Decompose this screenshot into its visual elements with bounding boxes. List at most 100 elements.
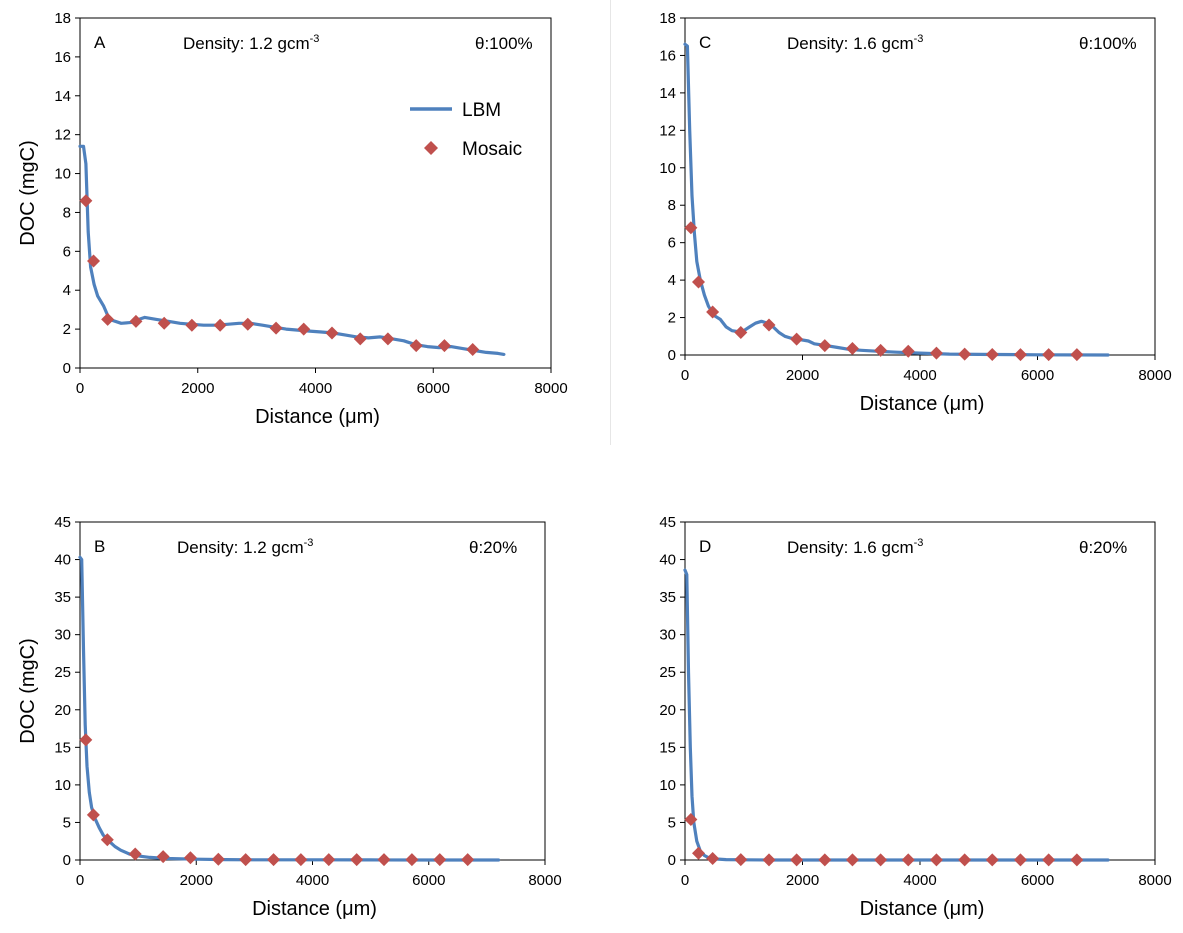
- series-point-mosaic: [706, 305, 720, 319]
- series-point-mosaic: [128, 847, 142, 861]
- x-tick-label: 2000: [181, 380, 214, 397]
- y-tick-label: 0: [668, 347, 676, 364]
- series-point-mosaic: [692, 846, 706, 860]
- x-tick-label: 6000: [1021, 367, 1054, 384]
- theta-label: θ:100%: [475, 34, 533, 53]
- x-axis-title: Distance (μm): [860, 898, 985, 920]
- panel-label: C: [699, 33, 711, 52]
- series-point-mosaic: [706, 851, 720, 865]
- series-line-lbm: [78, 144, 506, 356]
- series-point-mosaic: [79, 733, 93, 747]
- theta-label: θ:20%: [469, 538, 517, 557]
- y-tick-label: 20: [659, 702, 676, 719]
- series-point-mosaic: [684, 221, 698, 235]
- y-tick-label: 30: [54, 627, 71, 644]
- x-tick-label: 8000: [1138, 367, 1171, 384]
- panel-label: B: [94, 537, 105, 556]
- density-label: Density: 1.2 gcm-3: [177, 537, 313, 557]
- y-tick-label: 35: [54, 589, 71, 606]
- y-tick-label: 6: [63, 243, 71, 260]
- density-text: Density: 1.6 gcm: [787, 538, 914, 557]
- x-tick-label: 0: [681, 367, 689, 384]
- y-tick-label: 5: [63, 814, 71, 831]
- x-axis-title: Distance (μm): [252, 898, 377, 920]
- series-point-mosaic: [874, 343, 888, 357]
- x-axis-title: Distance (μm): [860, 393, 985, 415]
- theta-label: θ:20%: [1079, 538, 1127, 557]
- series-point-mosaic: [958, 853, 972, 867]
- series-point-mosaic: [692, 275, 706, 289]
- x-tick-label: 2000: [180, 872, 213, 889]
- series-point-mosaic: [958, 347, 972, 361]
- y-tick-label: 5: [668, 814, 676, 831]
- plot-frame: [79, 17, 552, 369]
- series-point-mosaic: [985, 853, 999, 867]
- y-tick-label: 20: [54, 702, 71, 719]
- y-tick-label: 4: [63, 282, 71, 299]
- y-tick-label: 0: [63, 360, 71, 377]
- y-tick-label: 8: [668, 197, 676, 214]
- y-tick-label: 10: [54, 166, 71, 183]
- density-exponent: -3: [914, 33, 924, 45]
- y-tick-label: 30: [659, 627, 676, 644]
- series-point-mosaic: [183, 851, 197, 865]
- x-tick-label: 4000: [903, 872, 936, 889]
- series-point-mosaic: [1070, 853, 1084, 867]
- series-point-mosaic: [241, 317, 255, 331]
- chart-panel-a: 0 2 4 6 8 10 12 14 16 18 0 2000 4000 6000 8000 Distance…: [17, 10, 568, 428]
- density-label: Density: 1.2 gcm-3: [183, 33, 319, 53]
- series-line-lbm: [683, 568, 1110, 862]
- theta-label: θ:100%: [1079, 34, 1137, 53]
- plot-frame: [684, 521, 1156, 861]
- y-tick-label: 35: [659, 589, 676, 606]
- x-tick-label: 2000: [786, 367, 819, 384]
- y-tick-label: 10: [54, 777, 71, 794]
- x-tick-label: 8000: [528, 872, 561, 889]
- series-point-mosaic: [734, 326, 748, 340]
- x-tick-label: 0: [76, 380, 84, 397]
- plot-frame: [684, 17, 1156, 356]
- series-point-mosaic: [1042, 853, 1056, 867]
- series-point-mosaic: [325, 326, 339, 340]
- series-point-mosaic: [79, 194, 93, 208]
- y-tick-label: 40: [54, 552, 71, 569]
- x-tick-label: 2000: [786, 872, 819, 889]
- x-tick-label: 4000: [299, 380, 332, 397]
- series-point-mosaic: [762, 853, 776, 867]
- y-tick-label: 16: [54, 49, 71, 66]
- series-point-mosaic: [377, 853, 391, 867]
- series-point-mosaic: [322, 853, 336, 867]
- series-point-mosaic: [901, 853, 915, 867]
- series-point-mosaic: [405, 853, 419, 867]
- series-point-mosaic: [101, 312, 115, 326]
- y-tick-label: 12: [659, 122, 676, 139]
- density-label: Density: 1.6 gcm-3: [787, 33, 923, 53]
- x-tick-label: 8000: [1138, 872, 1171, 889]
- x-tick-label: 6000: [412, 872, 445, 889]
- series-point-mosaic: [874, 853, 888, 867]
- series-point-mosaic: [269, 321, 283, 335]
- series-point-mosaic: [461, 853, 475, 867]
- y-tick-label: 15: [659, 739, 676, 756]
- density-exponent: -3: [914, 537, 924, 549]
- y-tick-label: 14: [54, 88, 71, 105]
- x-axis-title: Distance (μm): [255, 406, 380, 428]
- y-tick-label: 18: [659, 10, 676, 27]
- x-tick-label: 0: [76, 872, 84, 889]
- series-point-mosaic: [185, 318, 199, 332]
- series-point-mosaic: [684, 812, 698, 826]
- series-point-mosaic: [734, 853, 748, 867]
- y-tick-label: 14: [659, 85, 676, 102]
- series-point-mosaic: [929, 853, 943, 867]
- density-text: Density: 1.2 gcm: [177, 538, 304, 557]
- density-text: Density: 1.6 gcm: [787, 34, 914, 53]
- y-tick-label: 25: [54, 664, 71, 681]
- x-tick-label: 0: [681, 872, 689, 889]
- y-tick-label: 10: [659, 160, 676, 177]
- y-axis-title: DOC (mgC): [17, 638, 39, 744]
- x-tick-label: 4000: [296, 872, 329, 889]
- series-point-mosaic: [437, 339, 451, 353]
- series-point-mosaic: [409, 339, 423, 353]
- series-point-mosaic: [929, 346, 943, 360]
- series-point-mosaic: [157, 316, 171, 330]
